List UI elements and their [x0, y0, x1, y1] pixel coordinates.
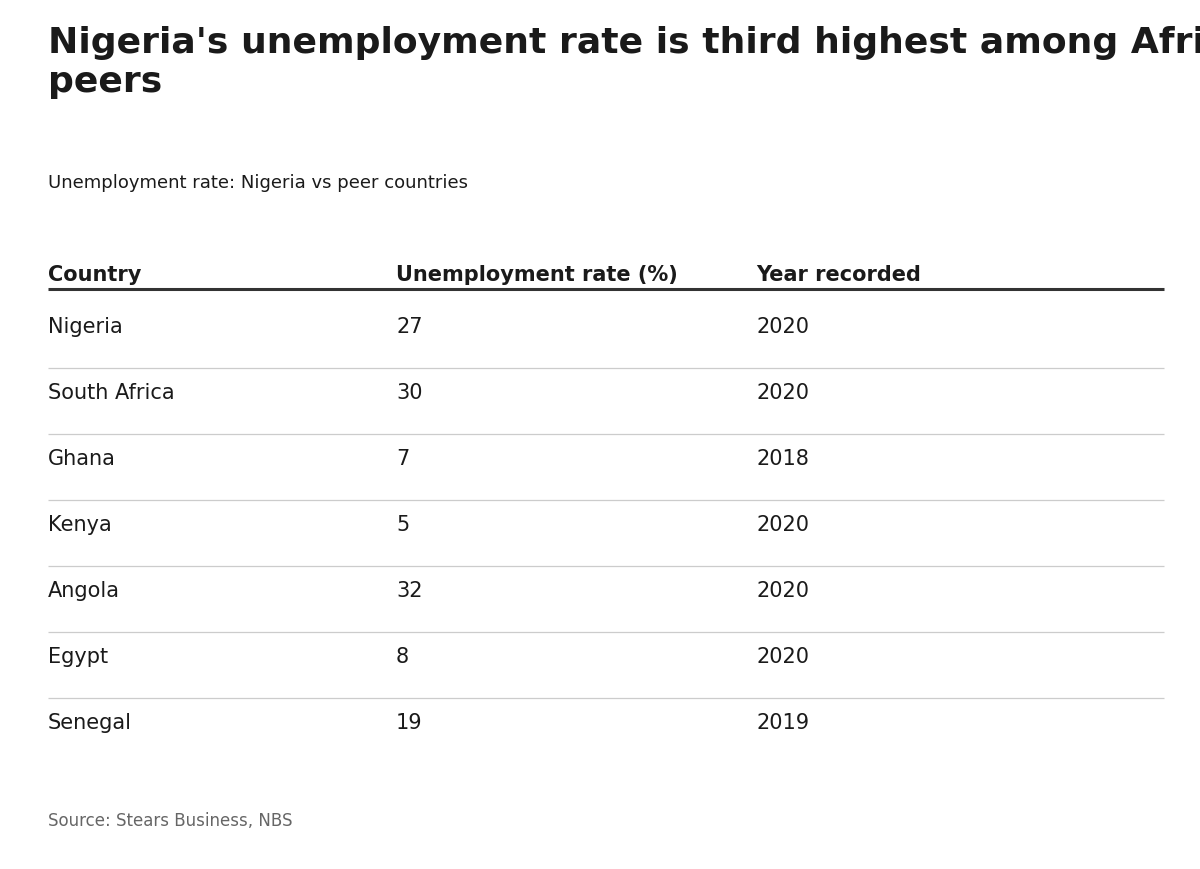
Text: Nigeria: Nigeria [48, 317, 122, 337]
Text: 32: 32 [396, 581, 422, 601]
Text: Unemployment rate (%): Unemployment rate (%) [396, 265, 678, 285]
Text: 2019: 2019 [756, 713, 809, 733]
Text: 27: 27 [396, 317, 422, 337]
Text: Nigeria's unemployment rate is third highest among African
peers: Nigeria's unemployment rate is third hig… [48, 26, 1200, 99]
Text: 30: 30 [396, 383, 422, 403]
Text: 2020: 2020 [756, 383, 809, 403]
Text: 2020: 2020 [756, 317, 809, 337]
Text: 2018: 2018 [756, 449, 809, 469]
Text: Country: Country [48, 265, 142, 285]
Text: 2020: 2020 [756, 647, 809, 667]
Text: 8: 8 [396, 647, 409, 667]
Text: Ghana: Ghana [48, 449, 116, 469]
Text: 5: 5 [396, 515, 409, 535]
Text: Unemployment rate: Nigeria vs peer countries: Unemployment rate: Nigeria vs peer count… [48, 174, 468, 192]
Text: 7: 7 [396, 449, 409, 469]
Text: South Africa: South Africa [48, 383, 175, 403]
Text: Angola: Angola [48, 581, 120, 601]
Text: Kenya: Kenya [48, 515, 112, 535]
Text: 19: 19 [396, 713, 422, 733]
Text: Source: Stears Business, NBS: Source: Stears Business, NBS [48, 812, 293, 830]
Text: Egypt: Egypt [48, 647, 108, 667]
Text: 2020: 2020 [756, 515, 809, 535]
Text: 2020: 2020 [756, 581, 809, 601]
Text: Senegal: Senegal [48, 713, 132, 733]
Text: Year recorded: Year recorded [756, 265, 920, 285]
